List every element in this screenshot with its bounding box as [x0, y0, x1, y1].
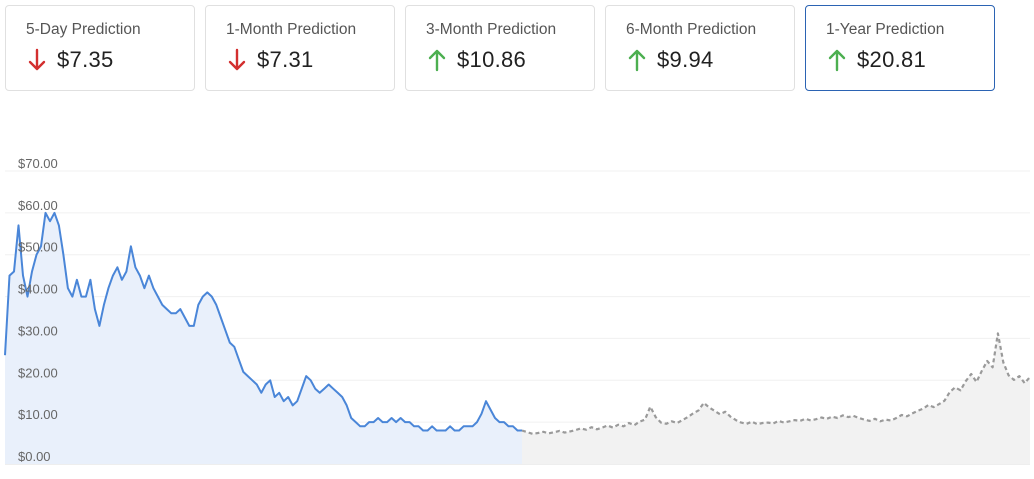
prediction-value: $20.81: [857, 47, 927, 72]
actual-price-area: [5, 212, 522, 464]
y-tick-label: $10.00: [18, 407, 58, 422]
y-tick-label: $50.00: [18, 240, 58, 255]
arrow-up-icon: [826, 47, 848, 73]
arrow-up-icon: [426, 47, 448, 73]
forecast-price-line: [521, 332, 1031, 435]
y-tick-label: $70.00: [18, 156, 58, 171]
forecast-price-area: [522, 333, 1030, 464]
y-tick-label: $0.00: [18, 449, 51, 464]
prediction-value: $7.35: [57, 47, 114, 72]
actual-price-line: [4, 211, 522, 432]
arrow-down-icon: [226, 47, 248, 73]
y-tick-label: $20.00: [18, 365, 58, 380]
prediction-card-1-year[interactable]: 1-Year Prediction $20.81: [805, 5, 995, 91]
y-tick-label: $40.00: [18, 282, 58, 297]
prediction-card-6-month[interactable]: 6-Month Prediction $9.94: [605, 5, 795, 91]
card-title: 3-Month Prediction: [426, 21, 557, 38]
y-tick-label: $30.00: [18, 323, 58, 338]
prediction-value: $9.94: [657, 47, 714, 72]
y-tick-label: $60.00: [18, 198, 58, 213]
prediction-value: $10.86: [457, 47, 527, 72]
prediction-card-5-day[interactable]: 5-Day Prediction $7.35: [5, 5, 195, 91]
card-title: 1-Year Prediction: [826, 21, 945, 38]
prediction-value: $7.31: [257, 47, 314, 72]
arrow-down-icon: [26, 47, 48, 73]
card-title: 6-Month Prediction: [626, 21, 757, 38]
card-title: 1-Month Prediction: [226, 21, 357, 38]
prediction-cards: 5-Day Prediction $7.35 1-Month Predictio…: [5, 5, 995, 91]
arrow-up-icon: [626, 47, 648, 73]
prediction-card-3-month[interactable]: 3-Month Prediction $10.86: [405, 5, 595, 91]
card-title: 5-Day Prediction: [26, 21, 141, 38]
price-prediction-chart: $0.00 $10.00 $20.00 $30.00 $40.00 $50.00 $60.0…: [4, 156, 1031, 465]
prediction-card-1-month[interactable]: 1-Month Prediction $7.31: [205, 5, 395, 91]
